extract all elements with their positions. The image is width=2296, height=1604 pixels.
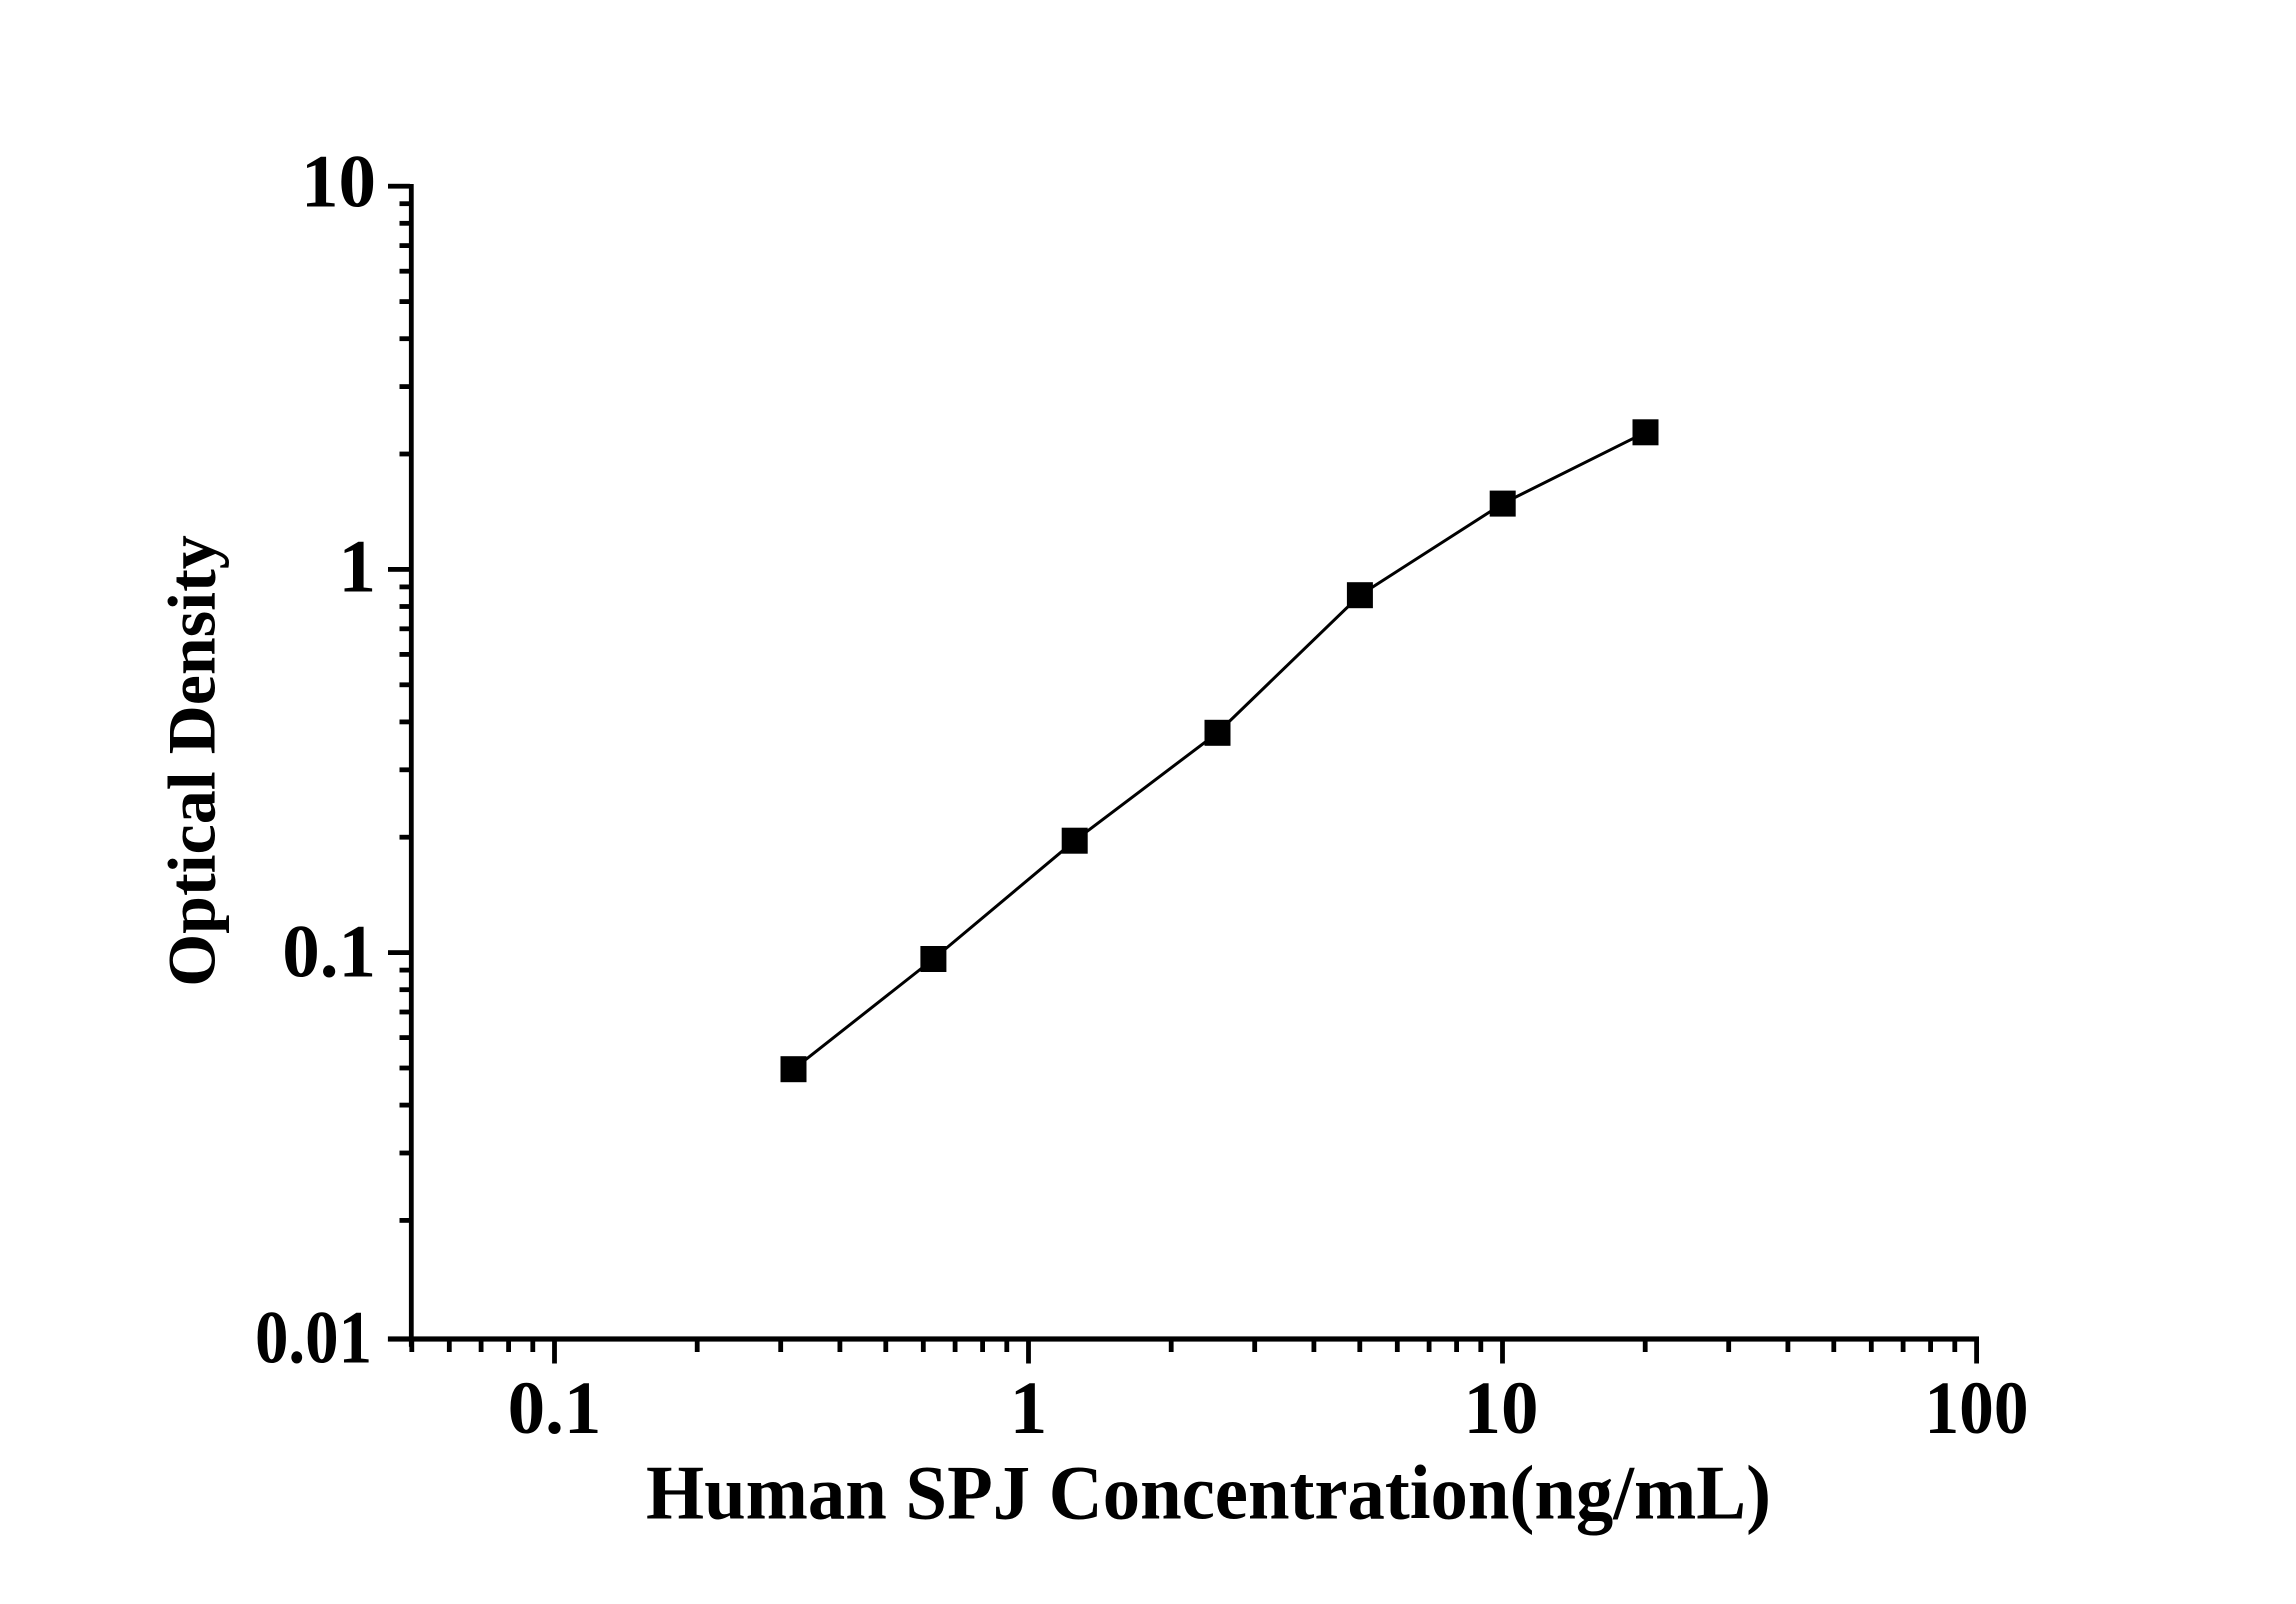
svg-text:0.01: 0.01 [255, 1297, 372, 1380]
svg-text:1: 1 [339, 526, 377, 609]
svg-text:10: 10 [301, 141, 376, 224]
svg-text:0.1: 0.1 [282, 911, 376, 994]
svg-text:10: 10 [1464, 1367, 1539, 1450]
svg-text:Human SPJ Concentration(ng/mL): Human SPJ Concentration(ng/mL) [646, 1450, 1771, 1536]
svg-text:100: 100 [1925, 1367, 2029, 1450]
svg-text:1: 1 [1010, 1367, 1048, 1450]
svg-text:Optical Density: Optical Density [154, 535, 230, 986]
svg-text:0.1: 0.1 [508, 1367, 602, 1450]
